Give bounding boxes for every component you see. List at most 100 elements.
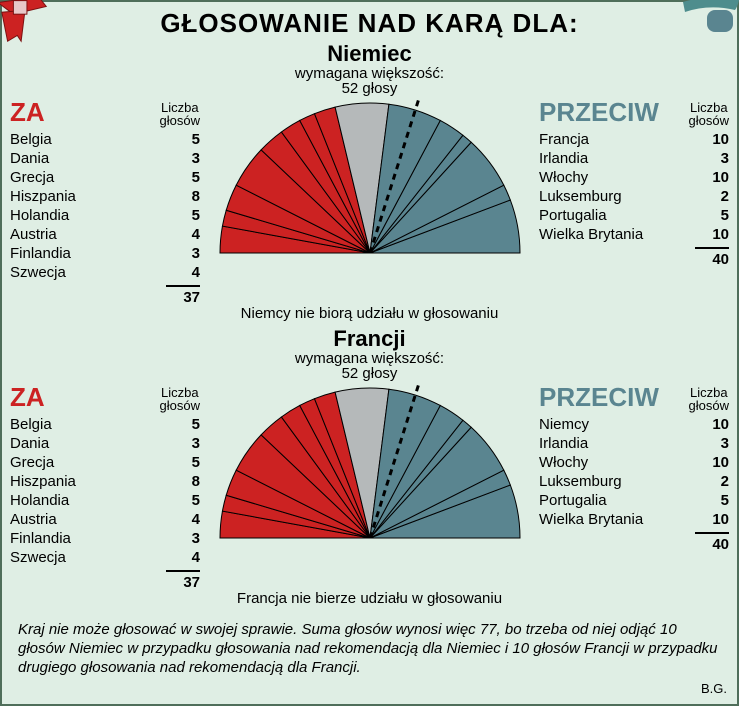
- country-name: Grecja: [10, 454, 54, 471]
- vote-row: Hiszpania 8: [10, 187, 200, 206]
- vote-fan-chart: [210, 91, 530, 261]
- vote-count: 5: [166, 169, 200, 186]
- vote-count: 4: [166, 549, 200, 566]
- col-header-votes: Liczbagłosów: [689, 386, 729, 413]
- country-name: Portugalia: [539, 492, 607, 509]
- total-rule: [695, 532, 729, 534]
- vote-row: Finlandia 3: [10, 244, 200, 263]
- country-name: Belgia: [10, 416, 52, 433]
- vote-count: 3: [695, 150, 729, 167]
- vote-row: Włochy 10: [539, 453, 729, 472]
- vote-count: 10: [695, 454, 729, 471]
- vote-row: Austria 4: [10, 510, 200, 529]
- section-title: Francji: [10, 326, 729, 352]
- vote-row: Wielka Brytania10: [539, 225, 729, 244]
- chart-caption: Francja nie bierze udziału w głosowaniu: [10, 590, 729, 607]
- vote-count: 4: [166, 511, 200, 528]
- main-title: GŁOSOWANIE NAD KARĄ DLA:: [2, 8, 737, 39]
- country-name: Luksemburg: [539, 473, 622, 490]
- vote-row: Luksemburg2: [539, 187, 729, 206]
- chart-caption: Niemcy nie biorą udziału w głosowaniu: [10, 305, 729, 322]
- country-name: Austria: [10, 511, 57, 528]
- vote-count: 5: [695, 207, 729, 224]
- country-name: Wielka Brytania: [539, 226, 643, 243]
- country-name: Austria: [10, 226, 57, 243]
- footnote: Kraj nie może głosować w swojej sprawie.…: [18, 621, 721, 677]
- vote-count: 2: [695, 188, 729, 205]
- vote-row: Holandia 5: [10, 491, 200, 510]
- vote-row: Szwecja 4: [10, 548, 200, 567]
- vote-count: 5: [166, 416, 200, 433]
- country-name: Dania: [10, 150, 49, 167]
- przeciw-label: PRZECIW: [539, 382, 659, 413]
- vote-fan-chart: [210, 376, 530, 546]
- vote-row: Niemcy 10: [539, 415, 729, 434]
- col-header-votes: Liczbagłosów: [160, 101, 200, 128]
- total-value: 40: [695, 251, 729, 268]
- vote-row: Portugalia 5: [539, 206, 729, 225]
- vote-row: Luksemburg 2: [539, 472, 729, 491]
- ribbon-icon: [0, 0, 54, 44]
- vote-count: 8: [166, 473, 200, 490]
- vote-row: Szwecja 4: [10, 263, 200, 282]
- vote-row: Dania3: [10, 434, 200, 453]
- vote-count: 10: [695, 131, 729, 148]
- za-label: ZA: [10, 97, 45, 128]
- przeciw-column: PRZECIW Liczbagłosów Francja 10Irlandia3Wło…: [539, 97, 729, 269]
- vote-row: Francja 10: [539, 130, 729, 149]
- vote-count: 3: [166, 150, 200, 167]
- country-name: Finlandia: [10, 245, 71, 262]
- vote-count: 3: [166, 530, 200, 547]
- country-name: Szwecja: [10, 549, 66, 566]
- total-value: 37: [166, 289, 200, 306]
- country-name: Włochy: [539, 454, 588, 471]
- vote-count: 5: [166, 207, 200, 224]
- country-name: Hiszpania: [10, 188, 76, 205]
- za-column: ZALiczbagłosówBelgia5Dania3Grecja5Hiszpa…: [10, 382, 200, 592]
- country-name: Holandia: [10, 207, 69, 224]
- vote-count: 4: [166, 226, 200, 243]
- country-name: Holandia: [10, 492, 69, 509]
- vote-row: Irlandia3: [539, 149, 729, 168]
- country-name: Szwecja: [10, 264, 66, 281]
- section-title: Niemiec: [10, 41, 729, 67]
- vote-count: 4: [166, 264, 200, 281]
- vote-row: Wielka Brytania10: [539, 510, 729, 529]
- vote-count: 2: [695, 473, 729, 490]
- country-name: Dania: [10, 435, 49, 452]
- infographic-card: GŁOSOWANIE NAD KARĄ DLA: Niemiecwymagana…: [0, 0, 739, 706]
- col-header-votes: Liczbagłosów: [689, 101, 729, 128]
- total-value: 37: [166, 574, 200, 591]
- brush-icon: [679, 0, 739, 42]
- vote-count: 8: [166, 188, 200, 205]
- vote-count: 5: [166, 492, 200, 509]
- vote-count: 10: [695, 511, 729, 528]
- vote-row: Holandia 5: [10, 206, 200, 225]
- country-name: Finlandia: [10, 530, 71, 547]
- country-name: Portugalia: [539, 207, 607, 224]
- country-name: Niemcy: [539, 416, 589, 433]
- za-column: ZALiczbagłosówBelgia5Dania3Grecja5Hiszpa…: [10, 97, 200, 307]
- vote-row: Finlandia 3: [10, 529, 200, 548]
- vote-row: Dania 3: [10, 149, 200, 168]
- total-value: 40: [695, 536, 729, 553]
- country-name: Francja: [539, 131, 589, 148]
- vote-row: Grecja5: [10, 453, 200, 472]
- col-header-votes: Liczbagłosów: [160, 386, 200, 413]
- przeciw-label: PRZECIW: [539, 97, 659, 128]
- total-rule: [166, 285, 200, 287]
- country-name: Irlandia: [539, 435, 588, 452]
- vote-count: 3: [166, 245, 200, 262]
- vote-row: Irlandia 3: [539, 434, 729, 453]
- vote-row: Belgia5: [10, 130, 200, 149]
- vote-section-niemiec: Niemiecwymagana większość:52 głosyZALicz…: [10, 41, 729, 322]
- vote-count: 10: [695, 416, 729, 433]
- vote-count: 3: [695, 435, 729, 452]
- total-rule: [695, 247, 729, 249]
- sections-container: Niemiecwymagana większość:52 głosyZALicz…: [2, 41, 737, 607]
- country-name: Grecja: [10, 169, 54, 186]
- vote-row: Portugalia5: [539, 491, 729, 510]
- vote-section-francji: Francjiwymagana większość:52 głosyZALicz…: [10, 326, 729, 607]
- vote-row: Włochy10: [539, 168, 729, 187]
- vote-row: Hiszpania8: [10, 472, 200, 491]
